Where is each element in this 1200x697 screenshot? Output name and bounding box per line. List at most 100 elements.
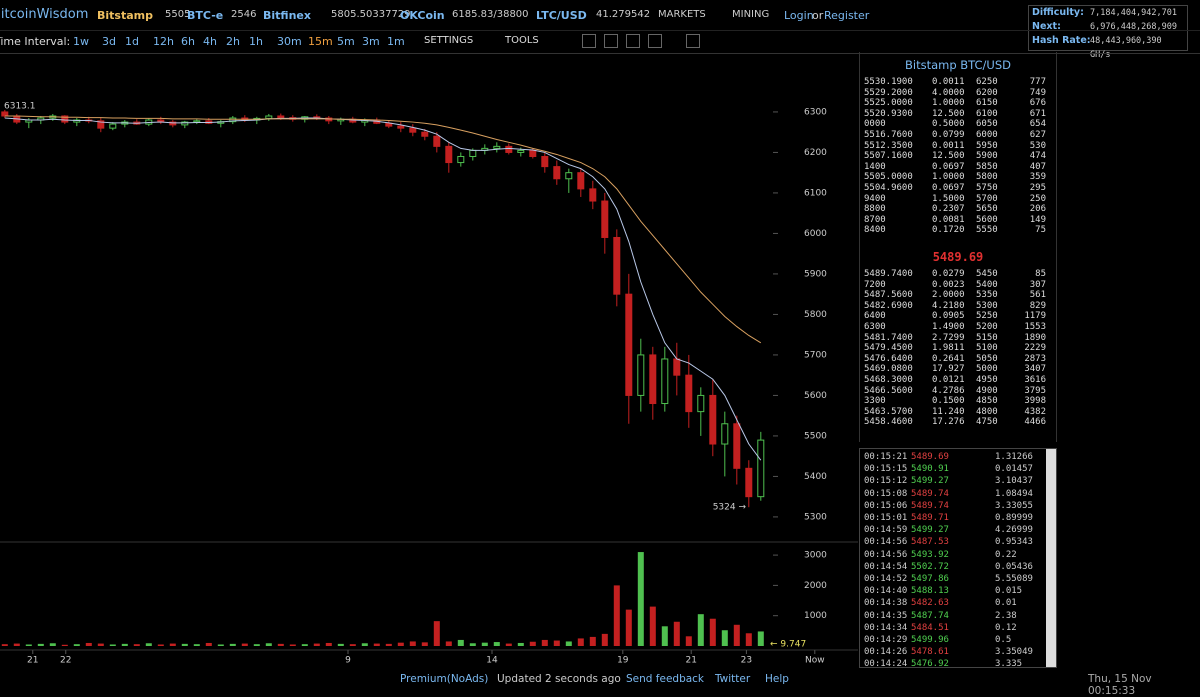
- interval-button[interactable]: 3m: [362, 35, 380, 48]
- candle-body: [277, 115, 285, 119]
- book-row: 5479.4500 1.9811 5100 2229: [860, 343, 1056, 354]
- tools-menu[interactable]: TOOLS: [505, 35, 539, 46]
- volume-bar: [313, 643, 320, 646]
- trade-price: 5499.27: [911, 476, 949, 487]
- stat-value: 7,184,404,942,701: [1090, 8, 1177, 18]
- book-cell: 5529.2000: [864, 87, 913, 98]
- trade-row: 00:14:35 5487.74 2.38: [860, 611, 1056, 622]
- footer-link[interactable]: Send feedback: [626, 673, 705, 685]
- volume-bar: [385, 643, 392, 646]
- ticker-name[interactable]: OKCoin: [400, 9, 445, 22]
- tool-icon[interactable]: [648, 34, 662, 48]
- trade-amount: 4.26999: [995, 525, 1033, 536]
- interval-button[interactable]: 5m: [337, 35, 355, 48]
- candle-body: [589, 188, 597, 202]
- book-cell: 5300: [976, 300, 998, 311]
- volume-bar: [265, 643, 272, 646]
- login[interactable]: Login: [784, 9, 814, 22]
- scrollbar[interactable]: [1046, 449, 1056, 667]
- interval-button[interactable]: 30m: [277, 35, 302, 48]
- ticker-value: 5805.50337729: [331, 9, 411, 20]
- volume-bar: [661, 626, 668, 646]
- trade-amount: 1.31266: [995, 452, 1033, 462]
- volume-bar: [601, 633, 608, 646]
- candle-body: [409, 127, 417, 133]
- volume-bar: [613, 585, 620, 646]
- menu[interactable]: MINING: [732, 9, 770, 20]
- interval-button[interactable]: 6h: [181, 35, 195, 48]
- book-row: 5530.1900 0.0011 6250 777: [860, 77, 1056, 88]
- book-row: 5507.1600 12.500 5900 474: [860, 151, 1056, 162]
- ticker-value: 2546: [231, 9, 257, 20]
- trade-amount: 0.01457: [995, 464, 1033, 475]
- candle-body: [469, 149, 477, 157]
- interval-button[interactable]: 12h: [153, 35, 174, 48]
- volume-bar: [685, 636, 692, 646]
- trade-list: 00:15:21 5489.69 1.31266 00:15:15 5490.91 0.0…: [859, 448, 1057, 668]
- menu[interactable]: MARKETS: [658, 9, 706, 20]
- candle-body: [169, 121, 177, 126]
- tool-icon[interactable]: [582, 34, 596, 48]
- interval-button[interactable]: 1m: [387, 35, 405, 48]
- book-cell: 6100: [976, 108, 998, 119]
- volume-bar: [97, 643, 104, 646]
- y-tick-label: 5500: [804, 431, 827, 441]
- book-cell: 11.240: [932, 406, 965, 417]
- book-row: 5504.9600 0.0697 5750 295: [860, 183, 1056, 194]
- interval-button[interactable]: 2h: [226, 35, 240, 48]
- book-cell: 6000: [976, 130, 998, 140]
- interval-button[interactable]: 15m: [308, 35, 333, 48]
- volume-bar: [349, 644, 356, 646]
- trade-time: 00:14:59: [864, 525, 908, 536]
- tool-icon[interactable]: [604, 34, 618, 48]
- book-cell: 5482.6900: [864, 300, 913, 311]
- volume-bar: [37, 643, 44, 646]
- book-row: 5520.9300 12.500 6100 671: [860, 109, 1056, 120]
- footer-link[interactable]: Twitter: [715, 673, 751, 685]
- book-cell: 0.0081: [932, 214, 965, 225]
- interval-button[interactable]: 3d: [102, 35, 116, 48]
- book-cell: 1.0000: [932, 172, 965, 183]
- candle-body: [637, 354, 645, 396]
- candle-body: [613, 236, 621, 295]
- y-tick-label: 5400: [804, 472, 827, 482]
- register[interactable]: Register: [824, 9, 870, 22]
- book-row: 8700 0.0081 5600 149: [860, 215, 1056, 226]
- x-tick-label: 21: [27, 656, 38, 666]
- tool-icon[interactable]: [686, 34, 700, 48]
- ticker-name[interactable]: LTC/USD: [536, 9, 587, 22]
- volume-bar: [337, 643, 344, 646]
- settings-menu[interactable]: SETTINGS: [424, 35, 474, 46]
- book-cell: 5505.0000: [864, 172, 913, 183]
- logo[interactable]: BitcoinWisdom: [0, 7, 89, 22]
- tool-icon[interactable]: [626, 34, 640, 48]
- trade-amount: 0.015: [995, 586, 1023, 597]
- book-cell: 530: [1029, 140, 1046, 151]
- book-cell: 5700: [976, 193, 998, 204]
- interval-button[interactable]: 1d: [125, 35, 139, 48]
- trade-price: 5502.72: [911, 561, 949, 572]
- ticker-name[interactable]: Bitfinex: [263, 9, 311, 22]
- book-cell: 3616: [1024, 375, 1046, 385]
- book-cell: 12.500: [932, 151, 965, 162]
- book-cell: 654: [1029, 119, 1046, 130]
- candle-body: [421, 131, 429, 137]
- book-cell: 4950: [976, 375, 998, 385]
- book-row: 5482.6900 4.2180 5300 829: [860, 301, 1056, 312]
- interval-button[interactable]: 1w: [73, 35, 89, 48]
- y-tick-label: 6000: [804, 229, 827, 239]
- ticker-name[interactable]: Bitstamp: [97, 9, 153, 22]
- book-cell: 5525.0000: [864, 98, 913, 109]
- y-tick-label: 3000: [804, 551, 827, 561]
- footer-link[interactable]: Help: [765, 673, 789, 685]
- interval-button[interactable]: 1h: [249, 35, 263, 48]
- trade-row: 00:14:40 5488.13 0.015: [860, 586, 1056, 597]
- trade-row: 00:15:08 5489.74 1.08494: [860, 489, 1056, 500]
- ticker-name[interactable]: BTC-e: [187, 9, 224, 22]
- trade-amount: 3.35049: [995, 647, 1033, 658]
- footer-link[interactable]: Premium(NoAds): [400, 673, 489, 685]
- trade-row: 00:14:24 5476.92 3.335: [860, 659, 1056, 667]
- book-cell: 5530.1900: [864, 77, 913, 87]
- interval-button[interactable]: 4h: [203, 35, 217, 48]
- book-cell: 0.1720: [932, 225, 965, 236]
